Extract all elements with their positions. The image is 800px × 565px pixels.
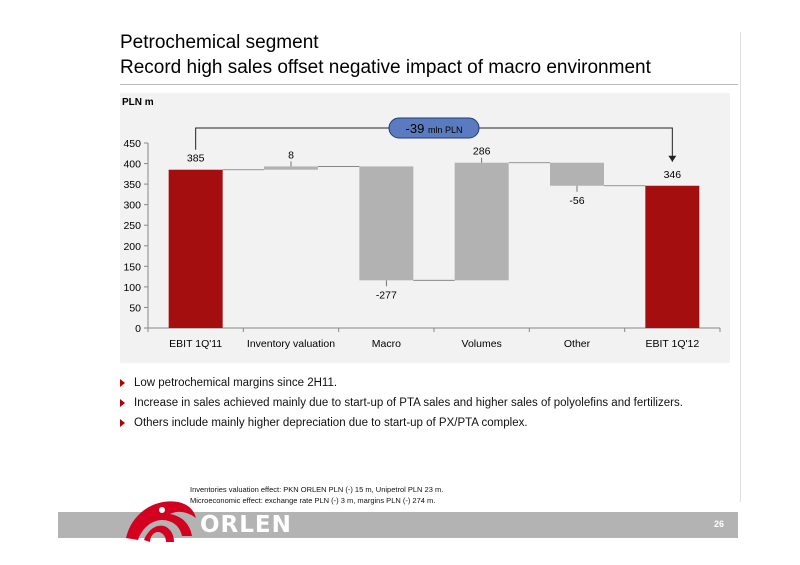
data-label: -56 (569, 195, 584, 207)
y-tick-label: 350 (123, 179, 141, 191)
y-tick-label: 0 (135, 323, 141, 335)
bar-0 (168, 169, 223, 328)
x-tick-label: EBIT 1Q'11 (169, 338, 222, 350)
bar-5 (645, 185, 700, 328)
y-tick-label: 450 (123, 138, 141, 150)
callout-value: -39 (406, 121, 428, 136)
page-number: 26 (713, 519, 724, 529)
page-title: Petrochemical segment (120, 32, 319, 53)
right-divider (740, 32, 741, 502)
footnote-line: Inventories valuation effect: PKN ORLEN … (190, 485, 444, 494)
x-tick-label: Inventory valuation (247, 338, 335, 350)
title-divider (120, 84, 738, 85)
callout-arrow-icon (668, 155, 677, 162)
data-label: 346 (664, 169, 682, 181)
bullet-arrow-icon (120, 399, 125, 407)
data-label: 385 (187, 153, 205, 165)
callout-unit: mln PLN (428, 125, 463, 135)
bar-4 (550, 162, 604, 186)
bullet-item: Increase in sales achieved mainly due to… (118, 393, 738, 413)
x-tick-label: Other (564, 338, 591, 350)
brand-wordmark: ORLEN (200, 512, 292, 538)
bullet-arrow-icon (120, 379, 125, 387)
callout-bubble (388, 117, 480, 139)
y-tick-label: 50 (129, 302, 141, 314)
bullet-arrow-icon (120, 419, 125, 427)
x-tick-label: EBIT 1Q'12 (645, 338, 699, 350)
waterfall-chart: PLN m 0 50 100 150 200 250 300 350 400 450 385 EBIT … (122, 97, 721, 350)
y-tick-label: 400 (123, 159, 141, 171)
y-tick-label: 150 (123, 261, 141, 273)
y-tick-label: 100 (123, 282, 141, 294)
x-tick-label: Volumes (462, 338, 502, 350)
callout-text: -39 mln PLN (406, 121, 463, 136)
y-tick-label: 250 (123, 220, 141, 232)
title-block: Petrochemical segment Record high sales … (120, 30, 651, 80)
orlen-eagle-logo-icon (126, 501, 196, 542)
footnote-line: Microeconomic effect: exchange rate PLN … (190, 496, 436, 505)
x-tick-label: Macro (372, 338, 401, 350)
data-label: 286 (473, 146, 491, 158)
page-subtitle: Record high sales offset negative impact… (120, 57, 651, 78)
y-tick-label: 300 (123, 200, 141, 212)
bullet-item: Low petrochemical margins since 2H11. (118, 373, 738, 393)
data-label: -277 (376, 289, 397, 301)
y-tick-label: 200 (123, 241, 141, 253)
chart-area: PLN m 0 50 100 150 200 250 300 350 400 450 385 EBIT … (120, 93, 730, 363)
unit-label: PLN m (122, 97, 154, 108)
bullet-item: Others include mainly higher depreciatio… (118, 413, 738, 433)
bar-3 (454, 162, 509, 281)
bullet-list: Low petrochemical margins since 2H11. In… (118, 373, 738, 433)
data-label: 8 (288, 149, 294, 161)
footnotes: Inventories valuation effect: PKN ORLEN … (190, 484, 443, 506)
bar-1 (264, 166, 318, 170)
bar-2 (359, 166, 414, 281)
